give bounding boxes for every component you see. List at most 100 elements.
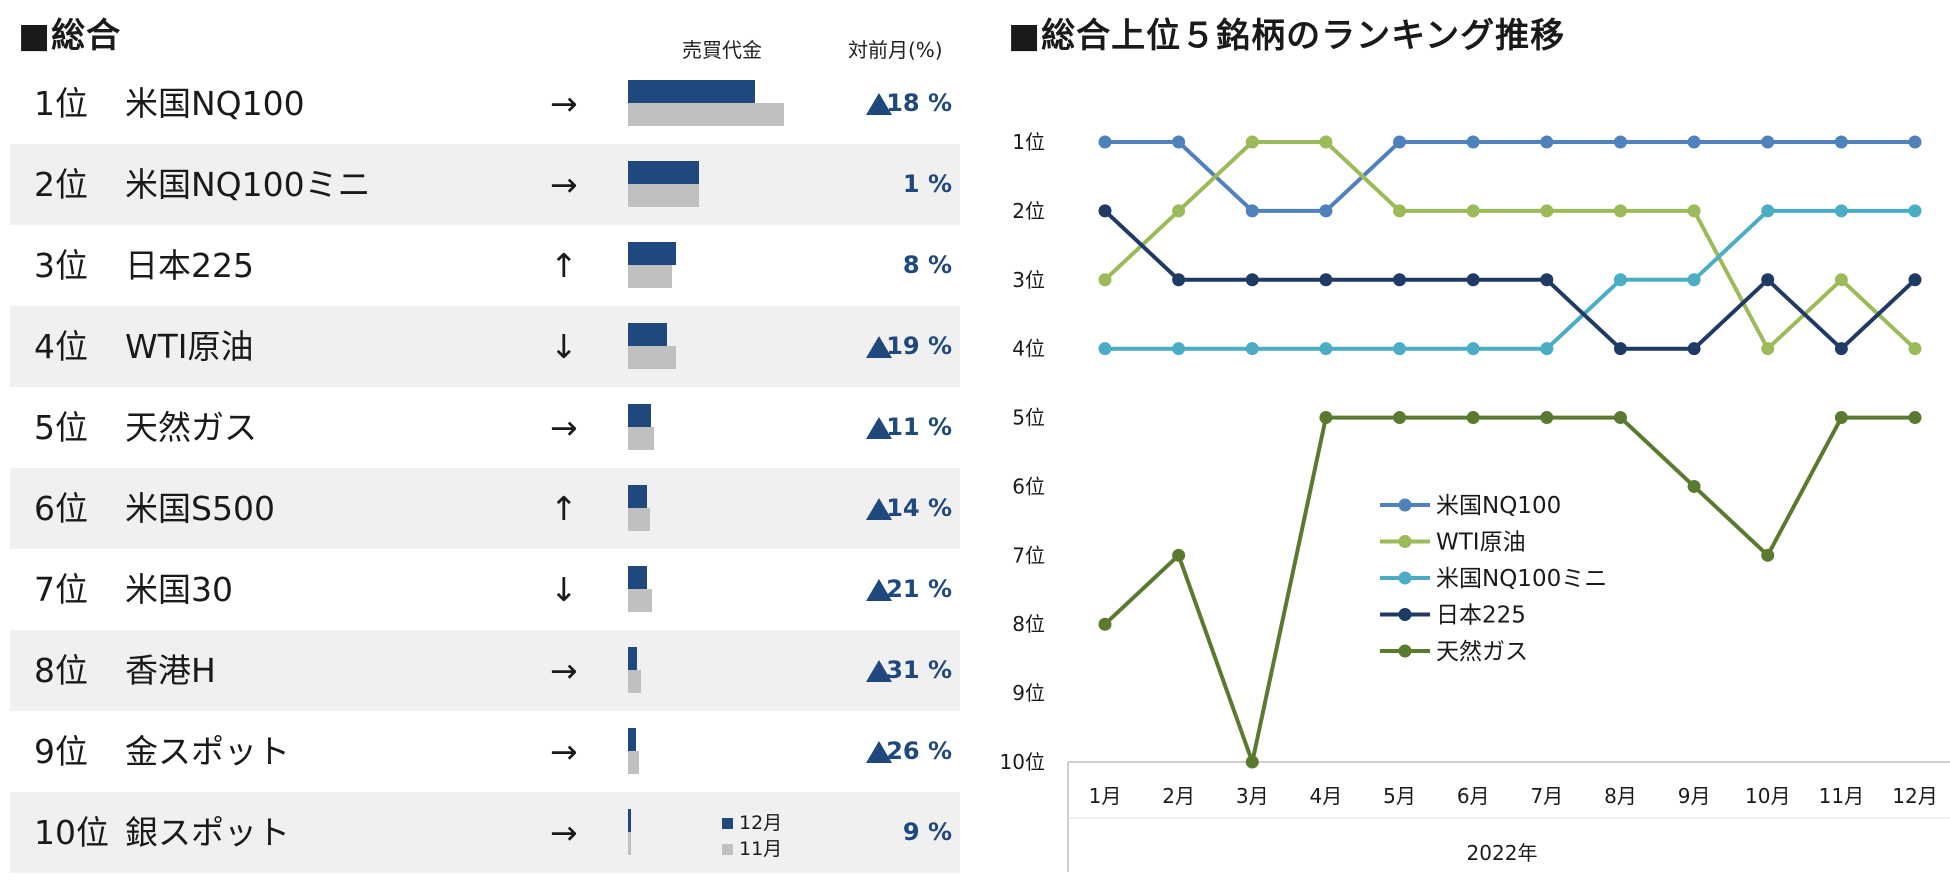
series-point-3 [1540,273,1554,287]
series-point-3 [1908,273,1922,287]
bar-december [628,728,636,751]
ranking-panel: ■総合 売買代金 対前月(%) 1位 米国NQ100 → 18 % 2位 米国NQ100ミ… [0,0,965,884]
bar-december [628,323,667,346]
series-point-3 [1687,342,1701,356]
series-point-1 [1540,204,1554,218]
x-tick-label: 9月 [1678,784,1711,808]
rank-label: 3位 [34,246,88,285]
series-line-0 [1105,140,1915,213]
mom-change: 14 % [886,494,952,522]
trend-arrow: → [550,408,578,447]
series-point-4 [1687,479,1701,493]
bar-november [628,508,650,531]
x-tick-label: 6月 [1457,784,1490,808]
ranking-row: 4位 WTI原油 ↓ 19 % [10,306,960,387]
series-point-1 [1908,342,1922,356]
legend-label: 天然ガス [1436,639,1528,665]
mom-change: 1 % [902,170,952,198]
mom-change: 19 % [886,332,952,360]
legend-dec-swatch [722,818,733,829]
series-point-1 [1466,204,1480,218]
chart-title: ■総合上位５銘柄のランキング推移 [1008,16,1566,56]
x-tick-label: 7月 [1530,784,1563,808]
series-point-1 [1687,204,1701,218]
series-point-0 [1613,135,1627,149]
ranking-row: 8位 香港H → 31 % [10,630,960,711]
increase-triangle-icon [866,660,892,682]
trend-arrow: → [550,165,578,204]
x-tick-label: 11月 [1819,784,1864,808]
ranking-row: 9位 金スポット → 26 % [10,711,960,792]
legend-marker [1398,644,1412,658]
ranking-row: 6位 米国S500 ↑ 14 % [10,468,960,549]
x-tick-label: 3月 [1236,784,1269,808]
series-point-2 [1613,273,1627,287]
series-point-0 [1319,204,1333,218]
bar-november [628,103,784,126]
rank-label: 9位 [34,732,88,771]
legend-label: 日本225 [1436,603,1526,629]
y-tick-label: 6位 [1012,474,1045,498]
mom-change: 11 % [886,413,952,441]
series-point-0 [1172,135,1186,149]
ranking-row: 2位 米国NQ100ミニ → 1 % [10,144,960,225]
ranking-title: ■総合 [18,16,122,56]
y-tick-label: 2位 [1012,199,1045,223]
series-point-2 [1245,342,1259,356]
bar-december [628,80,755,103]
rank-label: 8位 [34,651,88,690]
increase-triangle-icon [866,417,892,439]
legend-nov-swatch [722,844,733,855]
series-point-0 [1834,135,1848,149]
series-point-2 [1834,204,1848,218]
series-point-3 [1098,204,1112,218]
x-tick-label: 1月 [1089,784,1122,808]
series-point-1 [1172,204,1186,218]
series-point-4 [1245,755,1259,769]
rank-label: 1位 [34,84,88,123]
legend-label: 米国NQ100ミニ [1436,566,1607,592]
series-point-0 [1540,135,1554,149]
series-point-2 [1540,342,1554,356]
rank-label: 2位 [34,165,88,204]
increase-triangle-icon [866,579,892,601]
instrument-name: 金スポット [125,732,290,771]
series-point-0 [1761,135,1775,149]
ranking-line-chart: 1位 2位 3位 4位 5位 6位 7位 8位 9位 10位 1月 2月 3月 4月 5月 6月 7月 8月 9月 1… [1000,130,1950,872]
series-point-2 [1098,342,1112,356]
trend-arrow: → [550,651,578,690]
series-point-3 [1319,273,1333,287]
series-point-2 [1319,342,1333,356]
series-point-4 [1466,411,1480,425]
series-point-0 [1393,135,1407,149]
series-point-3 [1761,273,1775,287]
legend-nov-label: 11月 [739,838,783,860]
instrument-name: 米国NQ100ミニ [125,165,371,204]
bar-november [628,184,699,207]
instrument-name: 米国S500 [125,489,275,528]
ranking-trend-panel: ■総合上位５銘柄のランキング推移 1位 2位 3位 4位 5位 6位 7位 8位 9位 10位 1月… [990,0,1950,884]
y-tick-label: 1位 [1012,130,1045,154]
series-point-4 [1098,617,1112,631]
trend-arrow: ↓ [550,570,578,609]
series-line-3 [1103,209,1917,351]
series-point-0 [1466,135,1480,149]
series-point-1 [1098,273,1112,287]
series-point-2 [1761,204,1775,218]
y-tick-label: 3位 [1012,268,1045,292]
instrument-name: 日本225 [125,246,254,285]
y-tick-label: 10位 [1000,750,1045,774]
legend-label: WTI原油 [1436,530,1526,556]
series-point-2 [1393,342,1407,356]
trend-arrow: → [550,732,578,771]
series-point-1 [1834,273,1848,287]
series-line-1 [1103,140,1917,351]
bar-november [628,265,672,288]
mom-change: 18 % [886,89,952,117]
mom-change: 8 % [902,251,952,279]
trend-arrow: ↑ [550,246,578,285]
rank-label: 7位 [34,570,88,609]
ranking-row: 3位 日本225 ↑ 8 % [10,225,960,306]
series-point-3 [1393,273,1407,287]
series-point-2 [1908,204,1922,218]
